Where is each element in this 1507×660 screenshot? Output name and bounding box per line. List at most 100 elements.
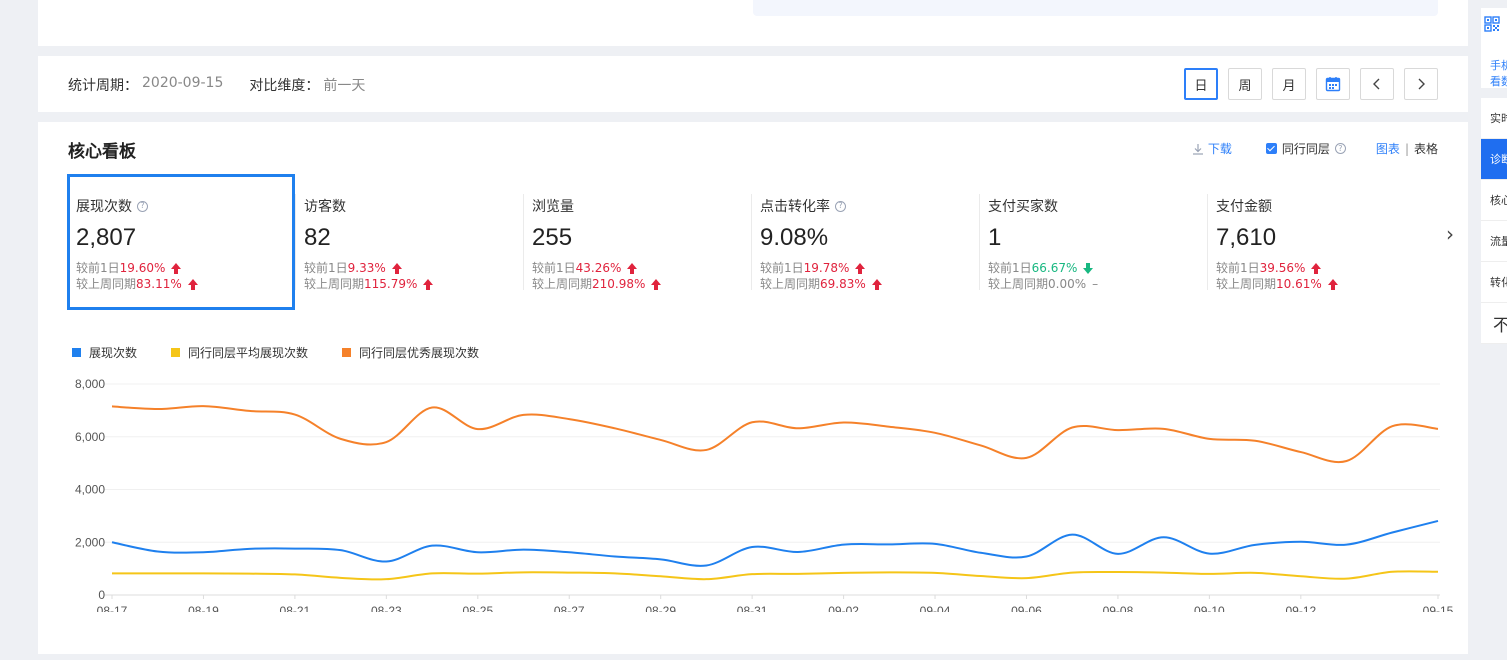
metric-value: 255 [532, 224, 573, 251]
x-tick-label: 08-27 [554, 604, 585, 612]
metric-value: 7,610 [1216, 224, 1277, 251]
top-card [38, 0, 1468, 46]
metric-label: 访客数 [304, 199, 346, 215]
period-label: 统计周期： [68, 78, 138, 94]
metric-value: 9.08% [760, 224, 829, 251]
legend-item[interactable]: 展现次数 [72, 344, 137, 361]
day-change: 39.56% [1259, 261, 1306, 275]
metric-divider [979, 194, 980, 290]
week-change: 69.83% [820, 277, 866, 291]
series-line-2 [111, 405, 1439, 464]
y-tick-label: 2,000 [75, 535, 105, 549]
metric-value: 1 [988, 224, 1002, 251]
period-value: 2020-09-15 [142, 75, 224, 91]
info-strip [753, 0, 1438, 16]
x-tick-label: 08-19 [188, 604, 219, 612]
metric-divider [1207, 194, 1208, 290]
arrow-up-icon [871, 278, 882, 290]
side-item-realtime[interactable]: 实时 [1481, 98, 1507, 139]
help-icon[interactable]: ? [835, 200, 846, 212]
view-separator: | [1404, 141, 1409, 156]
day-change: 9.33% [347, 261, 386, 275]
calendar-button[interactable] [1316, 68, 1350, 100]
week-change: 10.61% [1276, 277, 1322, 291]
arrow-up-icon [187, 278, 198, 290]
series-line-1 [112, 570, 1439, 581]
side-item-conversion[interactable]: 转化 [1481, 262, 1507, 303]
arrow-up-icon [1311, 262, 1322, 274]
next-metrics-icon[interactable]: › [1446, 222, 1454, 246]
compare-value: 前一天 [323, 78, 366, 94]
peer-label: 同行同层 [1281, 142, 1330, 156]
download-button[interactable]: 下载 [1192, 140, 1232, 157]
metric-value: 2,807 [76, 224, 137, 251]
month-button[interactable]: 月 [1272, 68, 1306, 100]
y-tick-label: 6,000 [75, 430, 105, 444]
legend-label: 同行同层平均展现次数 [188, 346, 309, 360]
next-period-button[interactable] [1404, 68, 1438, 100]
help-icon[interactable]: ? [137, 200, 148, 212]
metric-divider [523, 194, 524, 290]
period-info: 统计周期： 2020-09-15 对比维度： 前一天 [68, 75, 365, 95]
metric-label: 支付金额 [1216, 199, 1272, 215]
metric-label: 点击转化率? [760, 196, 979, 216]
metric-card[interactable]: 支付金额 7,610 较前1日 39.56% 较上周同期 10.61% [1207, 174, 1435, 310]
prev-period-button[interactable] [1360, 68, 1394, 100]
metric-compare: 较前1日 43.26% 较上周同期 210.98% [532, 260, 751, 292]
side-item-diagnosis[interactable]: 诊断 [1481, 139, 1507, 180]
trend-chart: 8,000 6,000 4,000 2,000 0 08-17 08-19 08-21 08-2… [75, 377, 1454, 612]
arrow-up-icon [627, 262, 638, 274]
qr-box[interactable]: 手机 看数 [1481, 8, 1507, 88]
view-chart-link[interactable]: 图表 [1375, 142, 1400, 156]
legend-swatch [72, 348, 81, 357]
x-tick-label: 09-10 [1194, 604, 1225, 612]
qr-code-icon [1484, 16, 1500, 32]
week-change: 83.11% [136, 277, 182, 291]
qr-text: 手机 看数 [1490, 59, 1507, 88]
arrow-up-icon [171, 262, 182, 274]
compare-label: 对比维度： [249, 78, 320, 94]
legend-label: 展现次数 [89, 346, 138, 360]
download-label: 下载 [1207, 142, 1232, 156]
arrow-up-icon [423, 278, 434, 290]
metric-card[interactable]: 展现次数? 2,807 较前1日 19.60% 较上周同期 83.11% [67, 174, 295, 310]
day-button[interactable]: 日 [1184, 68, 1218, 100]
legend-item[interactable]: 同行同层平均展现次数 [171, 344, 308, 361]
help-icon[interactable]: ? [1334, 143, 1346, 154]
x-tick-label: 08-29 [645, 604, 676, 612]
day-change: 19.60% [119, 261, 166, 275]
arrow-up-icon [391, 262, 402, 274]
metric-card[interactable]: 点击转化率? 9.08% 较前1日 19.78% 较上周同期 69.83% [751, 174, 979, 310]
side-item-traffic[interactable]: 流量 [1481, 221, 1507, 262]
metric-label: 浏览量 [532, 199, 574, 215]
board-tools: 下载 同行同层 ? 图表 | 表格 [1192, 140, 1438, 157]
metric-label: 支付买家数 [988, 199, 1058, 215]
arrow-up-icon [1327, 278, 1338, 290]
side-nav: 实时 诊断 核心 流量 转化 不 [1481, 98, 1507, 344]
x-tick-label: 09-12 [1285, 604, 1316, 612]
peer-toggle[interactable]: 同行同层 ? [1265, 140, 1346, 157]
week-button[interactable]: 周 [1228, 68, 1262, 100]
metric-compare: 较前1日 19.78% 较上周同期 69.83% [760, 260, 979, 292]
chevron-left-icon [1373, 78, 1380, 90]
day-change: 66.67% [1031, 261, 1078, 275]
chart-legend: 展现次数 同行同层平均展现次数 同行同层优秀展现次数 [72, 344, 479, 361]
metric-value: 82 [304, 224, 331, 251]
peer-checkbox[interactable] [1265, 143, 1277, 154]
side-item-core[interactable]: 核心 [1481, 180, 1507, 221]
metric-compare: 较前1日 9.33% 较上周同期 115.79% [304, 260, 523, 292]
legend-item[interactable]: 同行同层优秀展现次数 [342, 344, 479, 361]
x-tick-label: 09-06 [1011, 604, 1042, 612]
metric-compare: 较前1日 66.67% 较上周同期 0.00% – [988, 261, 1099, 291]
metric-card[interactable]: 支付买家数 1 较前1日 66.67% 较上周同期 0.00% – [979, 174, 1207, 310]
download-icon [1192, 143, 1203, 155]
view-table-link[interactable]: 表格 [1413, 142, 1438, 156]
x-tick-label: 08-23 [371, 604, 402, 612]
metric-card[interactable]: 浏览量 255 较前1日 43.26% 较上周同期 210.98% [523, 174, 751, 310]
side-item-more[interactable]: 不 [1481, 303, 1507, 344]
y-tick-label: 8,000 [75, 377, 105, 391]
metric-card[interactable]: 访客数 82 较前1日 9.33% 较上周同期 115.79% [295, 174, 523, 310]
x-tick-label: 09-04 [920, 604, 951, 612]
period-bar: 统计周期： 2020-09-15 对比维度： 前一天 日 周 月 [38, 56, 1468, 112]
day-change: 19.78% [803, 261, 850, 275]
